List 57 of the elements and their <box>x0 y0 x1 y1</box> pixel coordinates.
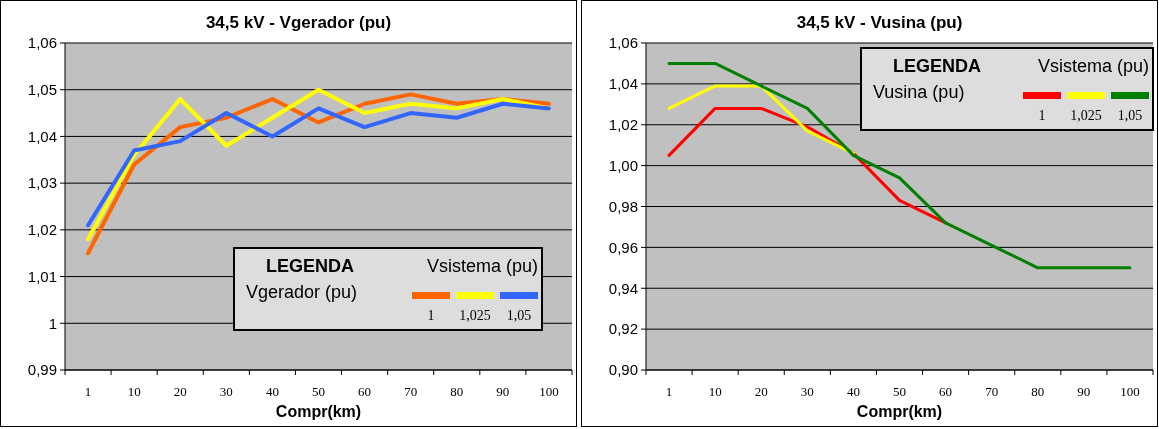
y-tick-label: 1,05 <box>27 80 57 98</box>
y-tick-label: 1,04 <box>608 75 638 93</box>
x-tick-label: 60 <box>358 384 372 399</box>
x-tick-label: 70 <box>404 384 418 399</box>
x-axis-title: Compr(km) <box>275 403 362 420</box>
annotation: LEGENDA <box>893 56 982 76</box>
chart-title: 34,5 kV - Vusina (pu) <box>796 13 963 32</box>
y-tick-label: 0,90 <box>608 361 638 379</box>
x-tick-label: 40 <box>265 384 279 399</box>
x-tick-label: 100 <box>1120 384 1140 399</box>
x-tick-label: 90 <box>1077 384 1091 399</box>
x-tick-label: 30 <box>219 384 233 399</box>
y-tick-label: 1 <box>48 314 57 332</box>
legend-label: 1,05 <box>1117 108 1143 123</box>
annotation: Vusina (pu) <box>873 82 965 102</box>
x-tick-label: 1 <box>665 384 673 399</box>
legend-title: Vsistema (pu) <box>426 256 538 276</box>
annotation: Vgerador (pu) <box>246 282 358 302</box>
line-series <box>667 84 855 155</box>
x-tick-label: 40 <box>846 384 860 399</box>
x-tick-label: 80 <box>450 384 464 399</box>
y-tick-label: 1,06 <box>608 34 638 52</box>
y-tick-label: 1,06 <box>27 34 57 52</box>
y-tick-label: 1,00 <box>608 156 638 174</box>
x-tick-label: 60 <box>939 384 953 399</box>
x-tick-label: 20 <box>754 384 768 399</box>
x-tick-label: 100 <box>539 384 559 399</box>
y-tick-label: 0,92 <box>608 320 638 338</box>
y-tick-label: 0,96 <box>608 238 638 256</box>
x-tick-label: 20 <box>173 384 187 399</box>
y-tick-label: 0,99 <box>27 361 57 379</box>
y-tick-label: 1,04 <box>27 127 57 145</box>
line-series <box>86 101 551 228</box>
annotation: LEGENDA <box>266 256 355 276</box>
y-tick-label: 0,94 <box>608 279 638 297</box>
y-tick-label: 0,98 <box>608 197 638 215</box>
x-axis-title: Compr(km) <box>856 403 943 420</box>
y-tick-label: 1,01 <box>27 267 57 285</box>
x-tick-label: 70 <box>985 384 999 399</box>
legend-label: 1,025 <box>1070 108 1102 123</box>
x-tick-label: 50 <box>893 384 906 399</box>
legend-title: Vsistema (pu) <box>1037 56 1149 76</box>
x-tick-label: 10 <box>708 384 722 399</box>
x-tick-label: 30 <box>800 384 814 399</box>
y-tick-label: 1,02 <box>608 116 638 133</box>
legend-label: 1 <box>427 308 435 323</box>
x-tick-label: 50 <box>312 384 325 399</box>
x-tick-label: 80 <box>1031 384 1045 399</box>
x-tick-label: 1 <box>84 384 92 399</box>
x-tick-label: 90 <box>496 384 510 399</box>
legend-label: 1 <box>1038 108 1046 123</box>
legend-label: 1,025 <box>459 308 491 323</box>
y-tick-label: 1,02 <box>27 221 57 239</box>
y-tick-label: 1,03 <box>27 174 57 192</box>
legend-label: 1,05 <box>506 308 532 323</box>
chart-title: 34,5 kV - Vgerador (pu) <box>205 13 392 32</box>
x-tick-label: 10 <box>127 384 141 399</box>
